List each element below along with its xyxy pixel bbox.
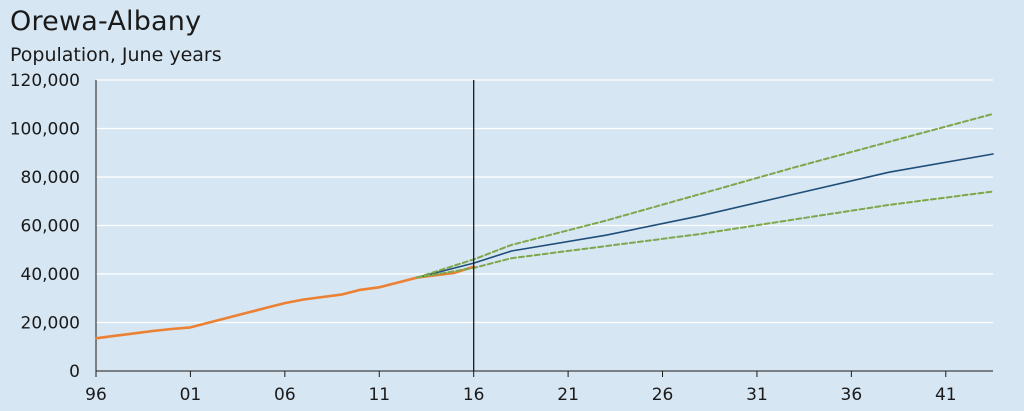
series-line-0 (94, 265, 476, 340)
y-tick-label: 0 (69, 362, 80, 382)
y-tick-label: 80,000 (21, 168, 80, 188)
x-tick-label: 31 (746, 385, 768, 405)
x-tick-label: 21 (557, 385, 579, 405)
y-tick-label: 120,000 (10, 71, 80, 91)
y-tick-label: 20,000 (21, 314, 80, 334)
tick-labels: 0 20,000 40,000 60,000 80,000 100,000 120,000 9… (10, 71, 957, 405)
gridlines (96, 79, 993, 324)
chart-subtitle: Population, June years (10, 44, 222, 66)
y-tick-label: 60,000 (21, 217, 80, 237)
x-tick-label: 01 (180, 385, 202, 405)
axes (95, 80, 993, 377)
chart-title: Orewa-Albany (10, 6, 202, 37)
series-line-3 (416, 190, 994, 279)
x-tick-label: 11 (368, 385, 390, 405)
x-tick-label: 26 (652, 385, 674, 405)
x-tick-label: 16 (463, 385, 485, 405)
x-tick-label: 41 (935, 385, 957, 405)
y-tick-label: 100,000 (10, 120, 80, 140)
x-tick-label: 96 (85, 385, 107, 405)
series-line-2 (416, 112, 994, 279)
series-line-1 (416, 153, 994, 279)
y-tick-label: 40,000 (21, 265, 80, 285)
series-lines (94, 112, 994, 340)
x-tick-label: 06 (274, 385, 296, 405)
x-tick-label: 36 (841, 385, 863, 405)
